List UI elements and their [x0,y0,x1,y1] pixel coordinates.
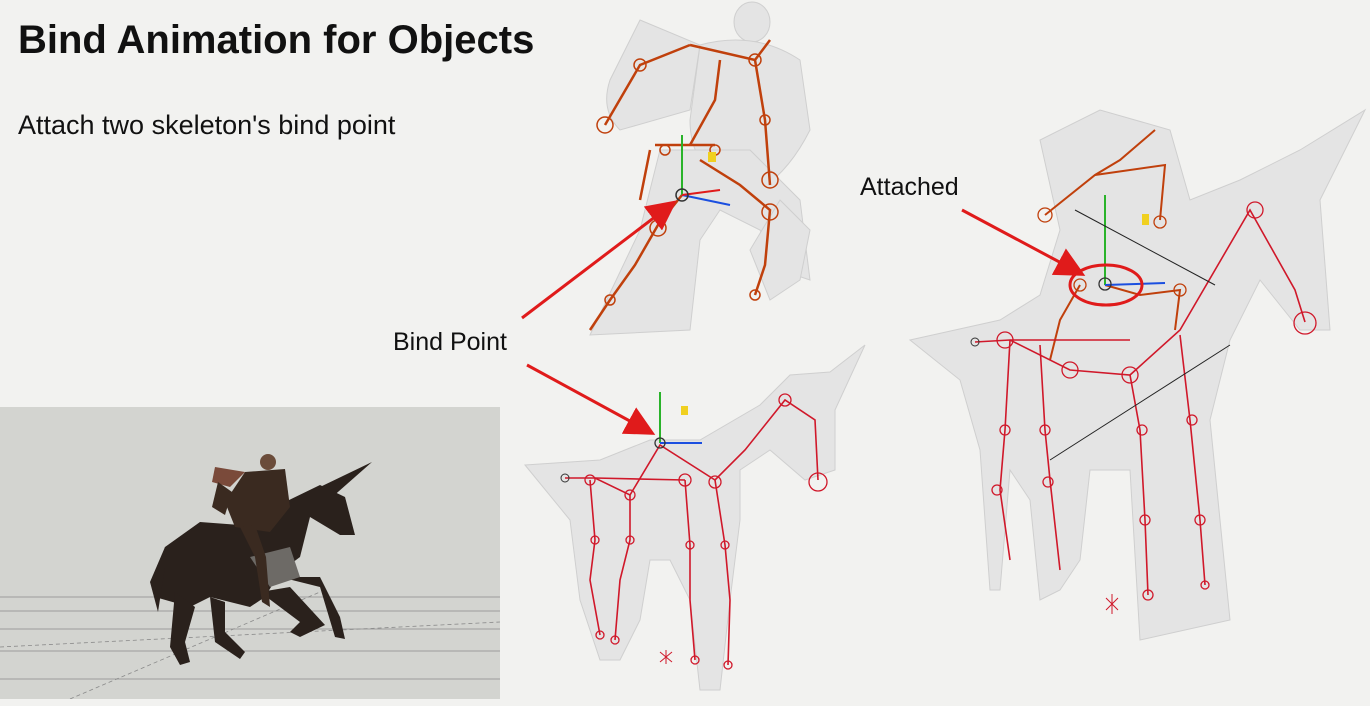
render-preview [0,407,500,699]
bind-point-label: Bind Point [393,328,507,356]
arrow-to-rider-bind-point [521,200,677,320]
arrow-to-attached-point [961,208,1086,276]
slide-subtitle: Attach two skeleton's bind point [18,110,396,140]
unicorn-model [523,344,866,691]
slide-title: Bind Animation for Objects [18,18,535,62]
attached-label: Attached [860,173,959,201]
arrow-to-unicorn-bind-point [526,363,656,435]
callout-arrows [521,200,1086,435]
rider-model [588,1,811,336]
attached-model [908,108,1367,641]
